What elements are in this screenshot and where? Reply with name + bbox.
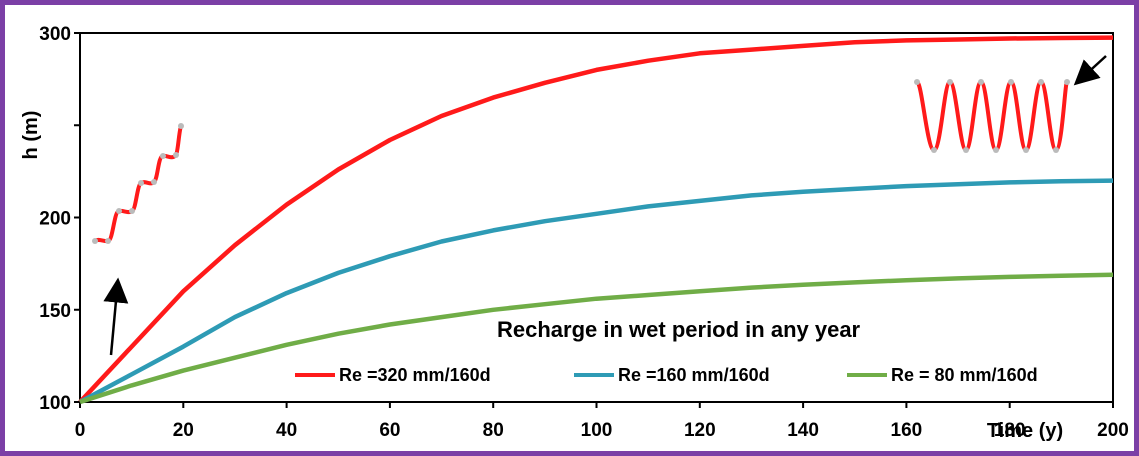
x-tick-label: 100 xyxy=(581,420,613,441)
y-tick-label: 200 xyxy=(39,209,71,230)
legend-item: Re =160 mm/160d xyxy=(574,365,770,385)
rise-arrow xyxy=(103,277,129,356)
x-tick-label: 120 xyxy=(684,420,716,441)
x-tick-label: 0 xyxy=(75,420,86,441)
y-tick-label: 300 xyxy=(39,24,71,45)
x-tick-label: 80 xyxy=(483,420,504,441)
x-tick-label: 40 xyxy=(276,420,297,441)
x-tick-label: 20 xyxy=(173,420,194,441)
recharge-annotation: Recharge in wet period in any year xyxy=(497,317,861,342)
y-axis-title: h (m) xyxy=(20,111,42,160)
x-tick-label: 200 xyxy=(1097,420,1129,441)
legend: Re =320 mm/160d Re =160 mm/160d Re = 80 … xyxy=(295,365,1038,385)
plot-area-border xyxy=(79,32,1114,403)
plateau-arrow xyxy=(1073,55,1107,86)
legend-item: Re =320 mm/160d xyxy=(295,365,491,385)
series-line xyxy=(78,178,1114,404)
y-tick-label: 100 xyxy=(39,393,71,414)
stepwise-rise-inset xyxy=(92,123,184,244)
axis-ticks: 100 150 200 300 0 20 40 60 80 100 120 140 160 180 200 xyxy=(39,24,1129,441)
legend-label: Re =160 mm/160d xyxy=(618,365,770,385)
x-tick-label: 160 xyxy=(891,420,923,441)
series-layer xyxy=(78,35,1114,405)
oscillation-inset xyxy=(914,79,1070,153)
legend-label: Re =320 mm/160d xyxy=(339,365,491,385)
x-tick-label: 60 xyxy=(379,420,400,441)
legend-item: Re = 80 mm/160d xyxy=(847,365,1038,385)
x-tick-label: 180 xyxy=(994,420,1026,441)
x-axis-title: Time (y) xyxy=(987,420,1063,442)
legend-label: Re = 80 mm/160d xyxy=(891,365,1038,385)
y-tick-label: 150 xyxy=(39,301,71,322)
series-line xyxy=(79,272,1114,405)
series-line xyxy=(78,35,1114,404)
x-tick-label: 140 xyxy=(787,420,819,441)
